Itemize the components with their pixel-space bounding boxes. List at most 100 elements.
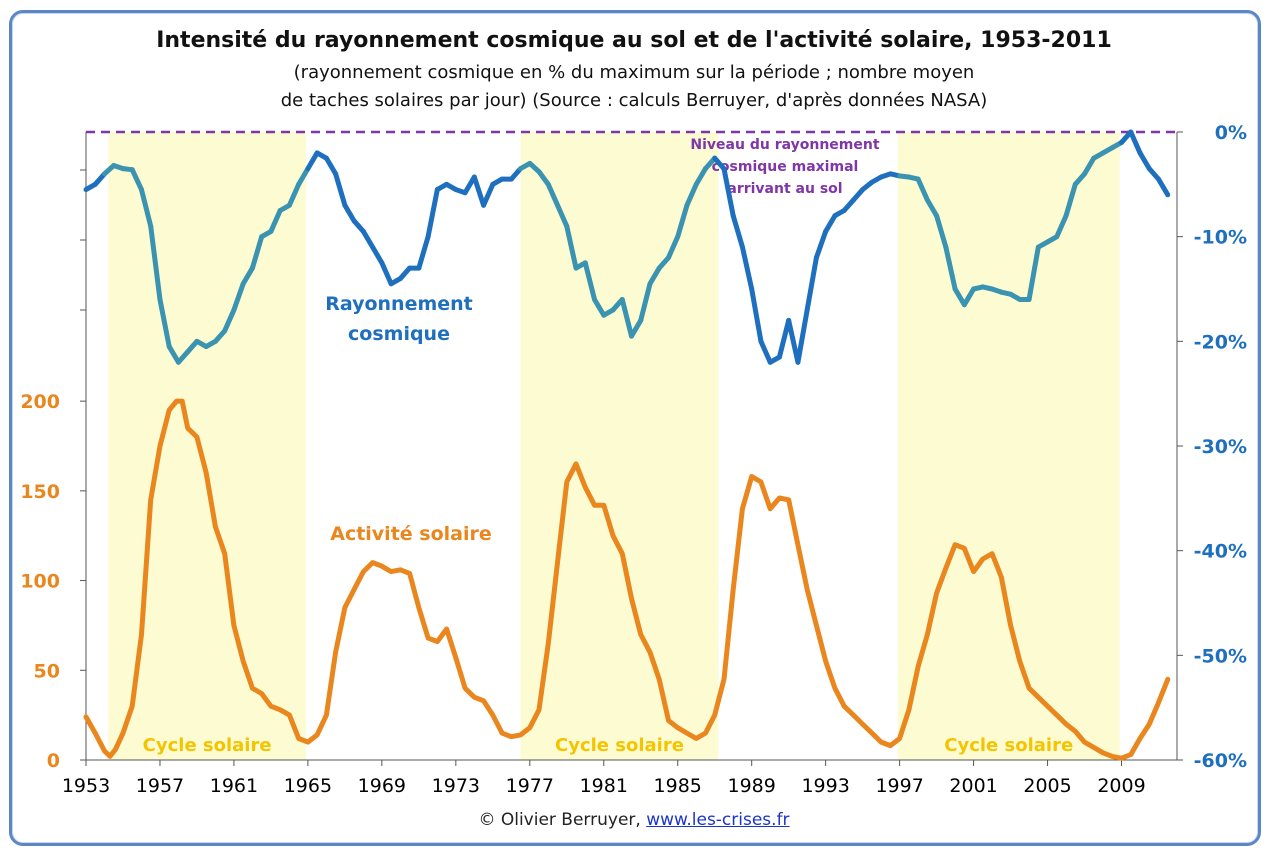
left-tick-label-0: 0 [47,750,60,772]
cosmic-series-segment-17 [240,265,255,287]
cosmic-series-segment-9 [166,344,181,365]
footer: © Olivier Berruyer, www.les-crises.fr [0,810,1268,830]
cosmic-series-segment-78 [804,255,819,313]
cycle-band-1 [520,132,719,760]
left-tick-label-4: 200 [20,391,60,413]
cycle-label-2: Cycle solaire [944,735,1073,756]
cosmic-series-segment-42 [471,174,487,208]
left-tick-label-2: 100 [20,571,60,593]
solar-series-line [83,398,1171,761]
cosmic-series-segment-26 [323,155,339,177]
cycle-band-2 [897,132,1120,760]
footer-link[interactable]: www.les-crises.fr [646,810,790,830]
solar-series-label-line-0: Activité solaire [330,523,492,545]
cosmic-series-segment-90 [915,176,930,203]
max-level-label-line-1: cosmique maximal [712,159,859,175]
cosmic-series-segment-18 [249,234,265,271]
cosmic-series-segment-5 [129,167,144,193]
right-tick-label-3: -30% [1194,436,1247,458]
footer-copyright: © Olivier Berruyer, [478,810,641,830]
right-tick-label-4: -40% [1194,541,1247,563]
cosmic-series-segment-22 [286,181,302,208]
cosmic-series-segment-51 [555,202,570,229]
max-level-label-line-2: arrivant au sol [727,181,842,197]
left-tick-label-3: 150 [20,481,60,503]
cosmic-series-segment-59 [629,317,644,339]
cosmic-series-segment-58 [619,296,634,339]
cosmic-series-segment-23 [296,166,311,187]
right-tick-label-0: 0% [1215,122,1247,144]
cosmic-series-segment-76 [786,317,801,365]
cosmic-series-segment-43 [481,181,496,208]
cosmic-series-segment-105 [1054,213,1069,240]
right-tick-label-1: -10% [1194,227,1247,249]
max-level-label-line-0: Niveau du rayonnement [690,137,879,153]
cosmic-series-label-line-1: cosmique [348,323,450,345]
right-tick-label-2: -20% [1194,331,1247,353]
cosmic-series-segment-8 [157,296,172,350]
x-tick-label-0: 1953 [62,775,110,797]
x-tick-label-1: 1957 [136,775,184,797]
chart-subtitle-line1: (rayonnement cosmique en % du maximum su… [293,62,975,83]
cosmic-series-label-line-0: Rayonnement [325,293,473,315]
cosmic-series-segment-32 [379,260,394,287]
x-tick-label-14: 2009 [1097,775,1145,797]
cosmic-series-segment-31 [370,244,385,266]
cosmic-series-segment-65 [684,181,699,208]
x-tick-label-9: 1989 [728,775,776,797]
cosmic-series-segment-52 [564,223,579,271]
x-tick-label-5: 1973 [432,775,480,797]
left-tick-label-1: 50 [34,660,60,682]
cosmic-series-segment-55 [592,296,607,318]
cosmic-series-segment-69 [721,166,736,219]
x-tick-label-12: 2001 [949,775,997,797]
cosmic-series-segment-6 [138,187,154,229]
cosmic-series-segment-37 [425,187,440,240]
cosmic-series-segment-63 [665,234,681,261]
cosmic-series-segment-93 [943,244,958,292]
cosmic-series-segment-49 [536,169,551,187]
x-tick-label-8: 1985 [654,775,702,797]
cosmic-series-segment-72 [749,286,764,344]
cosmic-series-segment-114 [1137,150,1152,172]
cosmic-series-segment-50 [545,181,561,208]
cosmic-series-segment-79 [813,228,829,261]
chart-subtitle-line2: de taches solaires par jour) (Source : c… [280,90,988,111]
x-tick-label-4: 1969 [358,775,406,797]
cosmic-series-segment-71 [739,244,755,292]
x-tick-label-3: 1965 [284,775,332,797]
cosmic-series-segment-70 [730,213,745,250]
cosmic-series-segment-28 [342,202,357,224]
cosmic-series-segment-24 [305,150,320,172]
x-tick-label-11: 1997 [875,775,923,797]
right-tick-label-5: -50% [1194,645,1247,667]
cosmic-series-segment-91 [924,197,940,219]
x-tick-label-6: 1977 [506,775,554,797]
x-tick-label-2: 1961 [210,775,258,797]
cosmic-series-segment-20 [268,208,283,234]
cosmic-series-segment-54 [582,260,598,302]
x-tick-label-10: 1993 [801,775,849,797]
chart-title: Intensité du rayonnement cosmique au sol… [156,28,1112,53]
right-tick-label-6: -60% [1194,750,1247,772]
cosmic-series-segment-77 [795,307,810,365]
cosmic-series-segment-102 [1026,244,1041,302]
cosmic-series-segment-80 [823,213,838,234]
cosmic-series-segment-92 [934,213,949,250]
cosmic-series-segment-15 [222,307,237,334]
cosmic-series-segment-113 [1128,129,1143,156]
cosmic-series-segment-95 [961,286,977,308]
cosmic-series-segment-30 [360,228,376,250]
cosmic-series-segment-16 [231,281,246,313]
cosmic-series-segment-106 [1063,181,1078,219]
cosmic-series-segment-61 [647,265,662,287]
cosmic-series-segment-36 [416,234,431,271]
cosmic-series-segment-27 [333,171,348,208]
cosmic-series-segment-60 [638,281,653,323]
cycle-label-0: Cycle solaire [143,735,272,756]
cosmic-series-segment-75 [776,317,792,360]
cosmic-series-segment-94 [952,286,967,308]
cosmic-series-segment-116 [1156,176,1171,198]
cosmic-series-segment-7 [148,223,163,302]
